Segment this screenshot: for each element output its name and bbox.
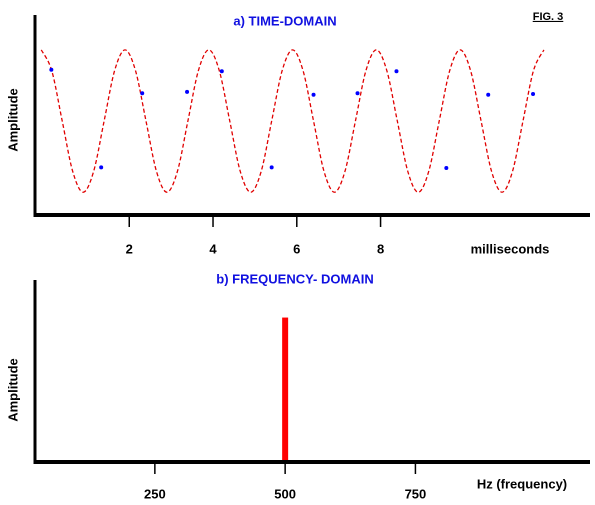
x-tick-label: 750 xyxy=(405,486,427,501)
x-tick-label: 8 xyxy=(377,241,384,256)
sample-point xyxy=(355,91,360,96)
x-tick-label: 2 xyxy=(126,241,133,256)
x-tick-label: 250 xyxy=(144,486,166,501)
bar xyxy=(282,317,289,462)
sample-point xyxy=(444,166,449,171)
sample-point xyxy=(311,92,316,97)
y-axis-label: Amplitude xyxy=(5,88,20,152)
chart-title: b) FREQUENCY- DOMAIN xyxy=(216,271,373,286)
x-axis-label: milliseconds xyxy=(471,241,550,256)
figure-label: FIG. 3 xyxy=(533,11,564,23)
sample-point xyxy=(269,165,274,170)
sample-point xyxy=(99,165,104,170)
sample-point xyxy=(486,92,491,97)
sample-point xyxy=(219,69,224,74)
sample-point xyxy=(185,89,190,94)
sample-point xyxy=(394,69,399,74)
chart-title: a) TIME-DOMAIN xyxy=(233,13,336,28)
y-axis-label: Amplitude xyxy=(5,358,20,422)
sample-point xyxy=(140,91,145,96)
sample-point xyxy=(531,92,536,97)
wave-line xyxy=(40,49,545,193)
x-axis-label: Hz (frequency) xyxy=(477,476,567,491)
x-tick-label: 6 xyxy=(293,241,300,256)
x-tick-label: 4 xyxy=(209,241,217,256)
x-tick-label: 500 xyxy=(274,486,296,501)
sample-point xyxy=(49,67,54,72)
